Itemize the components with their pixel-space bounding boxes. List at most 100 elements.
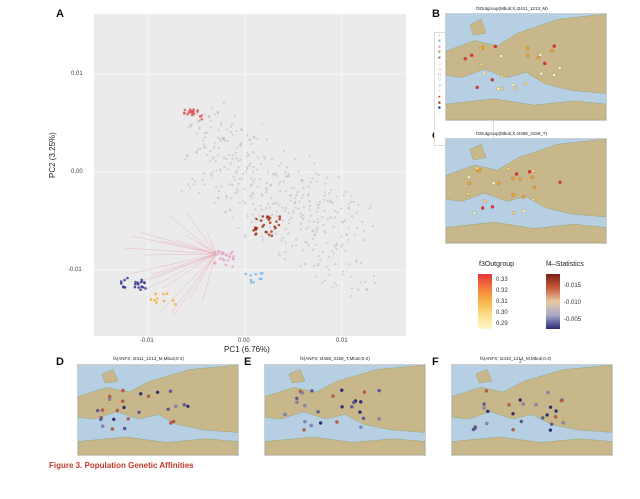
map-e-title: f4(ANFX; I4468_3158_T,Mbuti;0-2) (300, 356, 370, 361)
map-canvas (446, 139, 606, 243)
modern-sample-point (341, 270, 344, 273)
modern-sample-point (187, 183, 190, 186)
map-sample-point (340, 405, 344, 409)
ancient-sample-point (154, 292, 157, 296)
map-sample-point (100, 408, 105, 412)
ancient-sample-point (231, 257, 235, 261)
legend-symbol-icon: ■ (438, 38, 441, 44)
modern-sample-point (307, 244, 310, 247)
modern-sample-point (215, 169, 218, 172)
land-shape (101, 369, 119, 384)
map-canvas (446, 14, 606, 120)
modern-sample-point (278, 164, 281, 167)
ancient-sample-point (122, 286, 125, 289)
modern-sample-point (323, 209, 326, 212)
modern-sample-point (235, 188, 238, 191)
label-leader-line (143, 253, 217, 256)
f4-scale-label: -0.010 (564, 300, 582, 306)
modern-sample-point (213, 201, 216, 204)
modern-sample-point (274, 232, 277, 235)
ancient-sample-point (244, 272, 248, 276)
ancient-sample-point (254, 228, 257, 232)
modern-sample-point (296, 191, 299, 194)
modern-sample-point (299, 222, 302, 225)
modern-sample-point (297, 170, 300, 173)
modern-sample-point (323, 279, 326, 282)
map-sample-point (303, 419, 307, 424)
modern-sample-point (198, 126, 201, 129)
ancient-sample-point (262, 223, 266, 227)
modern-sample-point (299, 265, 302, 268)
label-leader-line (152, 253, 217, 275)
modern-sample-point (268, 235, 272, 238)
map-sample-point (500, 86, 504, 91)
modern-sample-point (198, 120, 201, 123)
modern-sample-point (232, 175, 235, 178)
modern-sample-point (323, 198, 326, 201)
modern-sample-point (343, 219, 346, 222)
modern-sample-point (219, 137, 222, 141)
modern-sample-point (211, 157, 215, 160)
map-sample-point (548, 405, 553, 409)
modern-sample-point (203, 143, 206, 146)
ancient-sample-point (249, 278, 253, 282)
modern-sample-point (333, 216, 336, 219)
modern-sample-point (237, 166, 240, 169)
modern-sample-point (228, 183, 231, 186)
ancient-sample-point (259, 272, 263, 275)
legend-symbol-icon: ▽ (438, 82, 442, 88)
modern-sample-point (325, 242, 328, 245)
modern-sample-point (211, 171, 214, 174)
map-sample-point (558, 180, 562, 184)
f3-scale-title: f3Outgroup (479, 261, 515, 268)
modern-sample-point (272, 228, 276, 231)
map-sample-point (496, 87, 501, 91)
modern-sample-point (290, 217, 293, 220)
label-leader-line (137, 253, 217, 283)
modern-sample-point (248, 164, 251, 167)
label-leader-line (202, 253, 217, 302)
modern-sample-point (256, 137, 259, 140)
map-sample-point (511, 211, 516, 215)
map-sample-point (559, 399, 564, 403)
modern-sample-point (235, 157, 238, 160)
modern-sample-point (326, 199, 329, 202)
modern-sample-point (308, 155, 311, 158)
f3-scale-label: 0.29 (496, 321, 508, 327)
modern-sample-point (245, 166, 248, 169)
ancient-sample-point (249, 274, 253, 277)
map-sample-point (511, 193, 515, 197)
modern-sample-point (234, 171, 237, 174)
map-sample-point (561, 421, 565, 425)
modern-sample-point (193, 179, 196, 182)
ancient-sample-point (225, 253, 228, 256)
modern-sample-point (319, 259, 322, 262)
modern-sample-point (350, 275, 353, 278)
modern-sample-point (213, 146, 216, 149)
label-leader-line (187, 213, 217, 255)
legend-symbol-icon: ■ (438, 105, 441, 111)
modern-sample-point (255, 168, 258, 171)
modern-sample-point (355, 211, 358, 214)
ancient-sample-point (200, 117, 204, 121)
modern-sample-point (328, 199, 332, 202)
modern-sample-point (260, 193, 263, 196)
modern-sample-point (307, 226, 310, 229)
modern-sample-point (228, 153, 231, 156)
map-sample-point (481, 206, 485, 210)
ancient-sample-point (224, 263, 228, 267)
modern-sample-point (213, 142, 216, 145)
modern-sample-point (288, 218, 291, 221)
modern-sample-point (320, 281, 324, 284)
modern-sample-point (314, 275, 317, 278)
modern-sample-point (199, 147, 202, 150)
modern-sample-point (333, 245, 336, 248)
map-sample-point (108, 394, 112, 399)
label-leader-line (160, 240, 217, 255)
legend-symbol-icon: ■ (438, 49, 441, 55)
land-shape (452, 436, 612, 455)
modern-sample-point (209, 172, 212, 175)
modern-sample-point (286, 166, 289, 169)
map-canvas (78, 365, 238, 455)
modern-sample-point (210, 174, 213, 177)
